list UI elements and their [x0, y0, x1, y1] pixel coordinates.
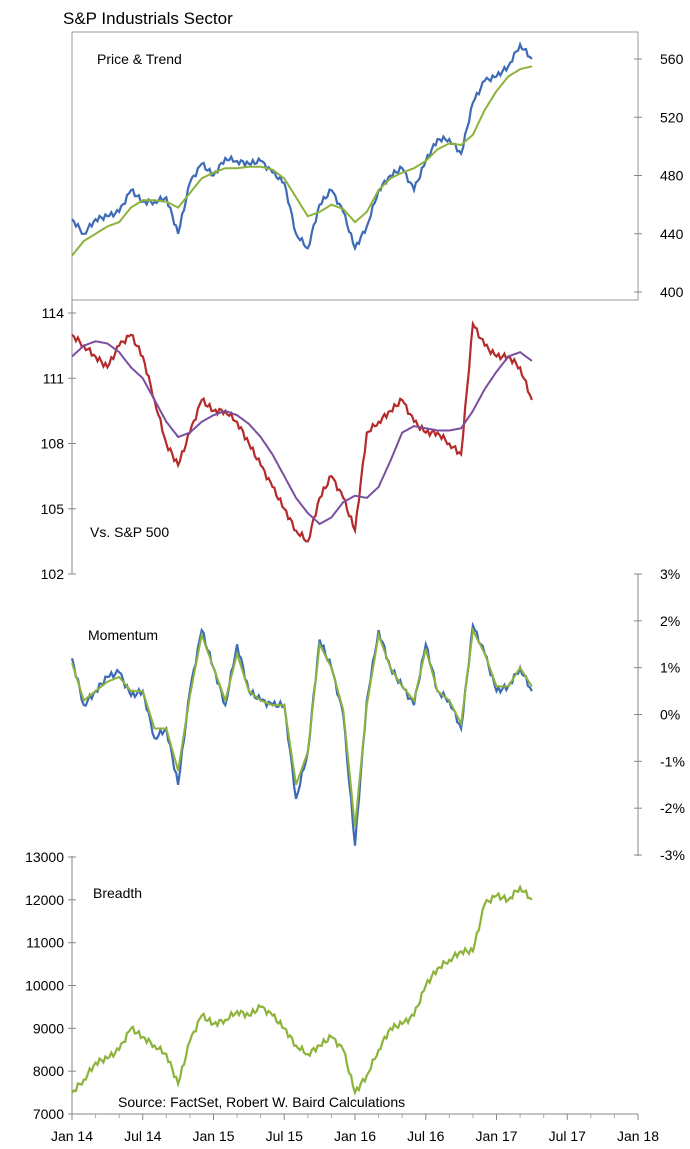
y-tick-label: 560	[660, 51, 684, 67]
y-tick-label: 0%	[660, 707, 680, 723]
series-line-price	[71, 41, 533, 252]
series-line-relative-trend	[71, 340, 533, 526]
panel-label-momentum: Momentum	[88, 627, 158, 643]
y-tick-label: 520	[660, 109, 684, 125]
x-tick-label: Jul 16	[407, 1128, 445, 1144]
series-line-momentum-smoothed	[71, 626, 533, 828]
y-tick-label: -3%	[660, 847, 685, 863]
price-panel-frame	[71, 31, 639, 301]
series-line-breadth	[71, 884, 533, 1096]
y-tick-label: 105	[41, 501, 65, 517]
y-tick-label: 3%	[660, 566, 680, 582]
y-tick-label: 7000	[33, 1106, 64, 1122]
y-tick-label: 12000	[25, 892, 64, 908]
x-tick-label: Jan 15	[192, 1128, 234, 1144]
y-tick-label: 13000	[25, 849, 64, 865]
panel-label-relative: Vs. S&P 500	[90, 524, 169, 540]
y-tick-label: 11000	[26, 935, 64, 951]
series-line-relative	[71, 320, 533, 543]
x-tick-label: Jan 18	[617, 1128, 659, 1144]
panel-label-breadth: Breadth	[93, 885, 142, 901]
y-tick-label: 9000	[33, 1020, 64, 1036]
y-tick-label: 102	[41, 566, 65, 582]
series-line-trend	[71, 65, 533, 257]
y-tick-label: 8000	[33, 1063, 64, 1079]
y-tick-label: 440	[660, 226, 684, 242]
x-tick-label: Jul 15	[266, 1128, 304, 1144]
y-tick-label: 10000	[25, 978, 64, 994]
x-tick-label: Jan 16	[334, 1128, 376, 1144]
y-tick-label: -2%	[660, 800, 685, 816]
x-tick-label: Jul 14	[124, 1128, 162, 1144]
y-tick-label: 108	[41, 436, 65, 452]
y-tick-label: 480	[660, 168, 684, 184]
x-tick-label: Jul 17	[549, 1128, 587, 1144]
y-tick-label: 400	[660, 284, 684, 300]
series-line-momentum	[70, 621, 533, 846]
x-tick-label: Jan 17	[475, 1128, 517, 1144]
y-tick-label: 2%	[660, 613, 680, 629]
source-annotation: Source: FactSet, Robert W. Baird Calcula…	[118, 1094, 405, 1110]
panel-label-price: Price & Trend	[97, 51, 182, 67]
y-tick-label: 111	[43, 370, 64, 386]
y-tick-label: 1%	[660, 660, 680, 676]
y-tick-label: -1%	[660, 753, 685, 769]
chart-title: S&P Industrials Sector	[63, 9, 233, 28]
x-tick-label: Jan 14	[51, 1128, 93, 1144]
y-tick-label: 114	[42, 305, 65, 321]
